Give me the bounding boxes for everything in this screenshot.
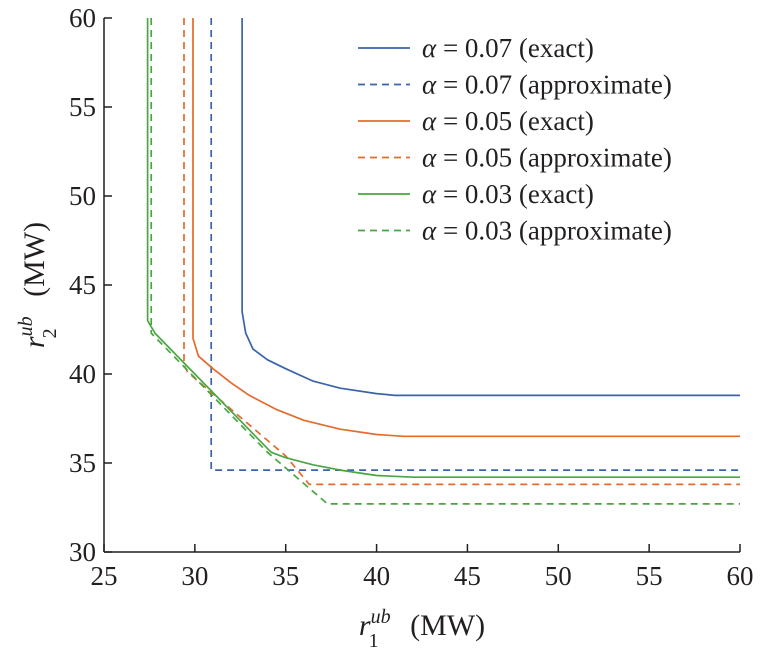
series-layer [146, 18, 740, 505]
legend-item-label: α = 0.03 (exact) [422, 179, 594, 209]
y-tick-label: 55 [69, 92, 96, 122]
y-axis-label: rub 2 (MW) [15, 222, 61, 348]
x-tick-label: 25 [91, 561, 118, 591]
x-tick-label: 45 [454, 561, 481, 591]
legend-item-label: α = 0.05 (exact) [422, 106, 594, 136]
series-line-4 [183, 18, 740, 486]
legend-item-label: α = 0.05 (approximate) [422, 143, 672, 173]
x-tick-label: 60 [727, 561, 754, 591]
y-tick-label: 30 [69, 537, 96, 567]
series-line-3 [192, 18, 740, 438]
y-tick-label: 50 [69, 181, 96, 211]
legend-item-label: α = 0.03 (approximate) [422, 216, 672, 246]
legend: α = 0.07 (exact) α = 0.07 (approximate) α … [358, 33, 672, 246]
legend-item-label: α = 0.07 (exact) [422, 33, 594, 63]
y-tick-label: 35 [69, 448, 96, 478]
x-axis-label: rub 1 (MW) [359, 606, 485, 651]
legend-item-label: α = 0.07 (approximate) [422, 70, 672, 100]
series-line-2 [210, 18, 740, 471]
y-tick-label: 45 [69, 270, 96, 300]
x-tick-label: 30 [181, 561, 208, 591]
y-tick-label: 40 [69, 359, 96, 389]
y-tick-label: 60 [69, 3, 96, 33]
x-tick-label: 40 [363, 561, 390, 591]
series-line-1 [241, 18, 740, 397]
series-line-5 [146, 18, 740, 479]
x-tick-label: 55 [636, 561, 663, 591]
series-line-6 [150, 18, 740, 505]
x-tick-label: 50 [545, 561, 572, 591]
x-tick-label: 35 [272, 561, 299, 591]
